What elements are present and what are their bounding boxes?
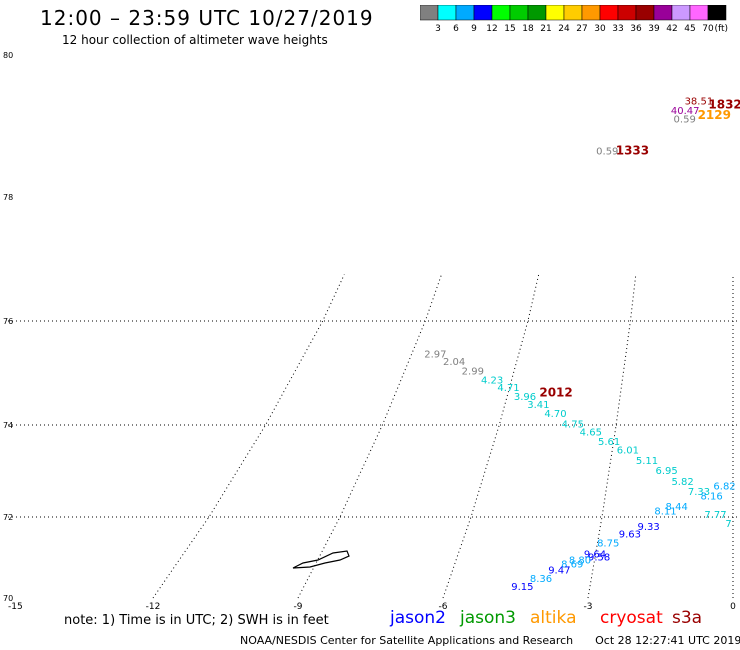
lon-tick-label: -3 [584, 602, 593, 612]
colorbar-label: 27 [576, 24, 587, 34]
colorbar-label: 33 [612, 24, 623, 34]
legend-jason2: jason2 [390, 608, 446, 628]
lat-tick-label: 74 [3, 421, 13, 430]
wave-height-label: 6.82 [713, 481, 735, 492]
colorbar-label: 12 [486, 24, 497, 34]
wave-height-label: 4.75 [562, 419, 584, 430]
wave-height-label: 3.41 [527, 400, 549, 411]
wave-height-label: 7.33 [688, 487, 710, 498]
wave-height-label: 6.95 [655, 466, 677, 477]
pass-time-label: 2012 [539, 385, 572, 399]
legend-cryosat: cryosat [600, 608, 663, 628]
graticule [8, 274, 740, 599]
colorbar-label: 15 [504, 24, 515, 34]
legend-jason3: jason3 [460, 608, 516, 628]
wave-height-label: 8.69 [561, 560, 583, 571]
wave-height-label: 4.65 [580, 428, 602, 439]
wave-height-colorbar: 3 6 9 12 15 18 21 24 27 30 33 36 39 42 45 70 (ft) [420, 5, 728, 34]
wave-height-label: 9.63 [619, 529, 641, 540]
legend-note: note: 1) Time is in UTC; 2) SWH is in fe… [64, 613, 329, 628]
colorbar-label: 9 [471, 24, 477, 34]
wave-height-label: 38.51 [685, 97, 714, 108]
wave-height-label: 2.97 [424, 349, 446, 360]
wave-height-label: 9.58 [588, 552, 610, 563]
wave-height-label: 6.01 [617, 446, 639, 457]
colorbar-label: 21 [540, 24, 551, 34]
colorbar-swatch [707, 5, 727, 21]
wave-height-label: 4.23 [481, 375, 503, 386]
observations-layer: 38.5140.470.590.592.972.042.994.234.713.… [424, 97, 740, 593]
colorbar-label: 6 [453, 24, 459, 34]
lon-tick-label: -12 [146, 602, 161, 612]
pass-time-label: 1333 [616, 143, 649, 157]
wave-height-label: 9.64 [584, 550, 606, 561]
colorbar-label: 24 [558, 24, 570, 34]
wave-height-label: 0.59 [674, 114, 696, 125]
wave-height-label: 8.75 [597, 539, 619, 550]
wave-height-label: 5.11 [636, 456, 658, 467]
footer-timestamp: Oct 28 12:27:41 UTC 2019 [595, 634, 740, 647]
longitude-line [442, 274, 540, 599]
wave-height-label: 9.33 [637, 522, 659, 533]
pass-time-label: 1832 [708, 97, 740, 111]
wave-height-label: 8.11 [654, 507, 676, 518]
lon-tick-label: 0 [730, 602, 736, 612]
wave-height-label: 8.44 [666, 502, 688, 513]
lat-tick-label: 70 [3, 594, 13, 603]
lat-tick-label: 72 [3, 513, 13, 522]
wave-height-label: 8.36 [530, 574, 552, 585]
wave-height-map: -15 -12 -9 -6 -3 080787674727038.5140.470.590… [3, 51, 740, 612]
lat-tick-label: 78 [3, 193, 13, 202]
wave-height-label: 7.77 [704, 510, 726, 521]
wave-height-label: 8.16 [700, 492, 722, 503]
longitude-line [152, 274, 345, 599]
pass-time-label: 2129 [698, 108, 731, 122]
wave-height-label: 2.04 [443, 357, 465, 368]
wave-height-label: 9.15 [511, 582, 533, 593]
wave-height-label: 7 [725, 519, 731, 530]
wave-height-label: 2.99 [462, 367, 484, 378]
wave-height-label: 4.70 [544, 409, 566, 420]
colorbar-label: 18 [522, 24, 534, 34]
map-subtitle: 12 hour collection of altimeter wave hei… [62, 33, 328, 47]
lon-tick-label: -6 [439, 602, 448, 612]
legend-altika: altika [530, 608, 577, 628]
colorbar-label: 39 [648, 24, 660, 34]
footer: NOAA/NESDIS Center for Satellite Applica… [240, 634, 740, 647]
lat-tick-label: 80 [3, 51, 13, 60]
wave-height-label: 40.47 [671, 106, 700, 117]
colorbar-label: 3 [435, 24, 441, 34]
footer-source: NOAA/NESDIS Center for Satellite Applica… [240, 634, 574, 647]
wave-height-label: 4.71 [497, 383, 519, 394]
wave-height-label: 9.47 [548, 566, 570, 577]
colorbar-unit: (ft) [714, 24, 728, 34]
colorbar-label: 70 [702, 24, 714, 34]
lon-tick-label: -15 [8, 602, 23, 612]
island-outline [292, 550, 350, 569]
wave-height-label: 0.59 [596, 146, 618, 157]
wave-height-label: 5.82 [671, 477, 693, 488]
legend-s3a: s3a [672, 608, 703, 628]
map-title: 12:00 – 23:59 UTC 10/27/2019 [40, 6, 374, 30]
colorbar-label: 30 [594, 24, 606, 34]
lat-tick-label: 76 [3, 317, 13, 326]
colorbar-label: 45 [684, 24, 695, 34]
longitude-line [587, 274, 637, 599]
longitude-line [297, 274, 442, 599]
wave-height-label: 8.80 [569, 556, 591, 567]
lon-tick-label: -9 [294, 602, 303, 612]
colorbar-label: 42 [666, 24, 677, 34]
wave-height-label: 5.61 [598, 437, 620, 448]
wave-height-label: 3.96 [514, 392, 536, 403]
colorbar-label: 36 [630, 24, 642, 34]
